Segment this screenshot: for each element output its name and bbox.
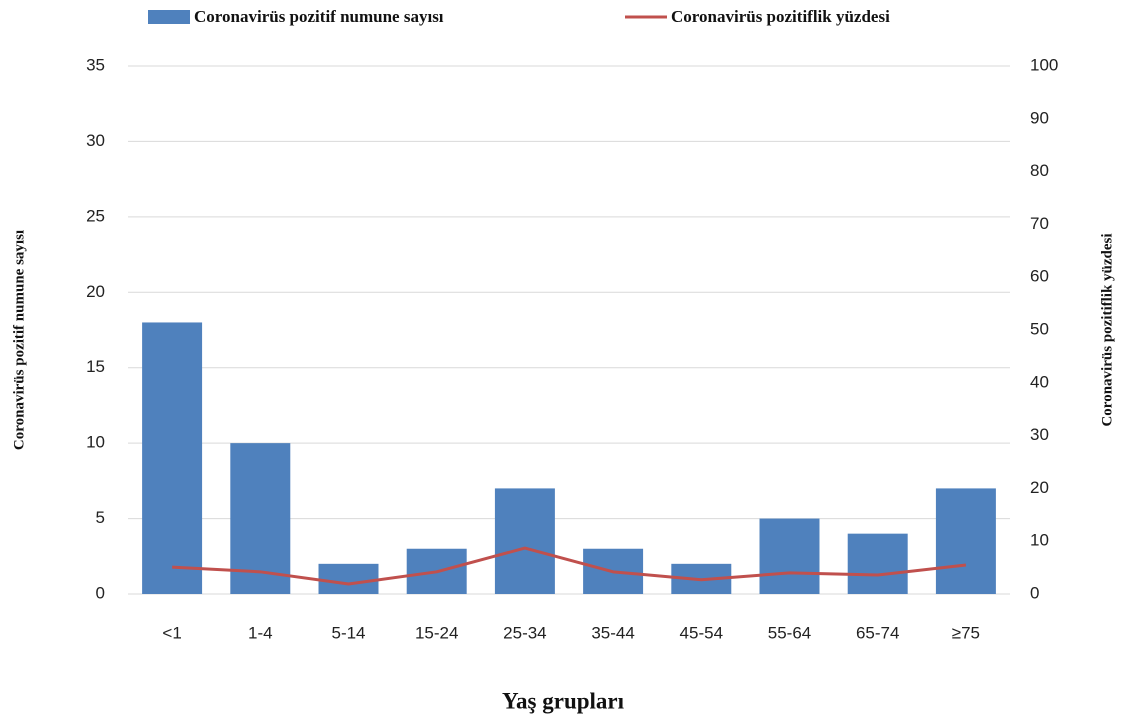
y2-axis-title: Coronavirüs pozitiflik yüzdesi [1099,233,1115,426]
y-tick-label: 20 [86,282,105,301]
legend-swatch [148,10,190,24]
bar [318,563,379,594]
y2-tick-label: 70 [1030,214,1049,233]
y-tick-label: 25 [86,206,105,225]
x-tick-label: 65-74 [856,623,899,642]
legend-label: Coronavirüs pozitif numune sayısı [194,7,444,26]
x-tick-label: 1-4 [248,623,273,642]
legend-label: Coronavirüs pozitiflik yüzdesi [671,7,890,26]
y2-tick-label: 100 [1030,55,1058,74]
x-tick-label: 25-34 [503,623,546,642]
y-tick-label: 10 [86,433,105,452]
y-axis-title: Coronavirüs pozitif numune sayısı [11,230,27,450]
y2-tick-label: 80 [1030,161,1049,180]
x-tick-label: 5-14 [331,623,365,642]
y2-tick-label: 90 [1030,108,1049,127]
y2-tick-label: 10 [1030,531,1049,550]
x-tick-label: <1 [162,623,181,642]
y-tick-label: 35 [86,55,105,74]
x-tick-label: 35-44 [591,623,634,642]
x-tick-label: 45-54 [680,623,723,642]
bar [935,488,996,594]
y-tick-label: 15 [86,357,105,376]
y-tick-label: 0 [96,583,105,602]
x-tick-label: 15-24 [415,623,458,642]
bar [494,488,555,594]
bar [230,443,291,594]
y2-tick-label: 40 [1030,372,1049,391]
y2-tick-label: 60 [1030,267,1049,286]
y2-tick-label: 0 [1030,583,1039,602]
y2-tick-label: 30 [1030,425,1049,444]
x-axis-title: Yaş grupları [502,688,625,713]
x-tick-label: ≥75 [952,623,980,642]
bar [142,322,203,594]
y2-tick-label: 50 [1030,319,1049,338]
y-tick-label: 30 [86,131,105,150]
line [172,546,967,586]
y2-tick-label: 20 [1030,478,1049,497]
bar [847,533,908,594]
y-tick-label: 5 [96,508,105,527]
bar [759,518,820,594]
x-tick-label: 55-64 [768,623,811,642]
